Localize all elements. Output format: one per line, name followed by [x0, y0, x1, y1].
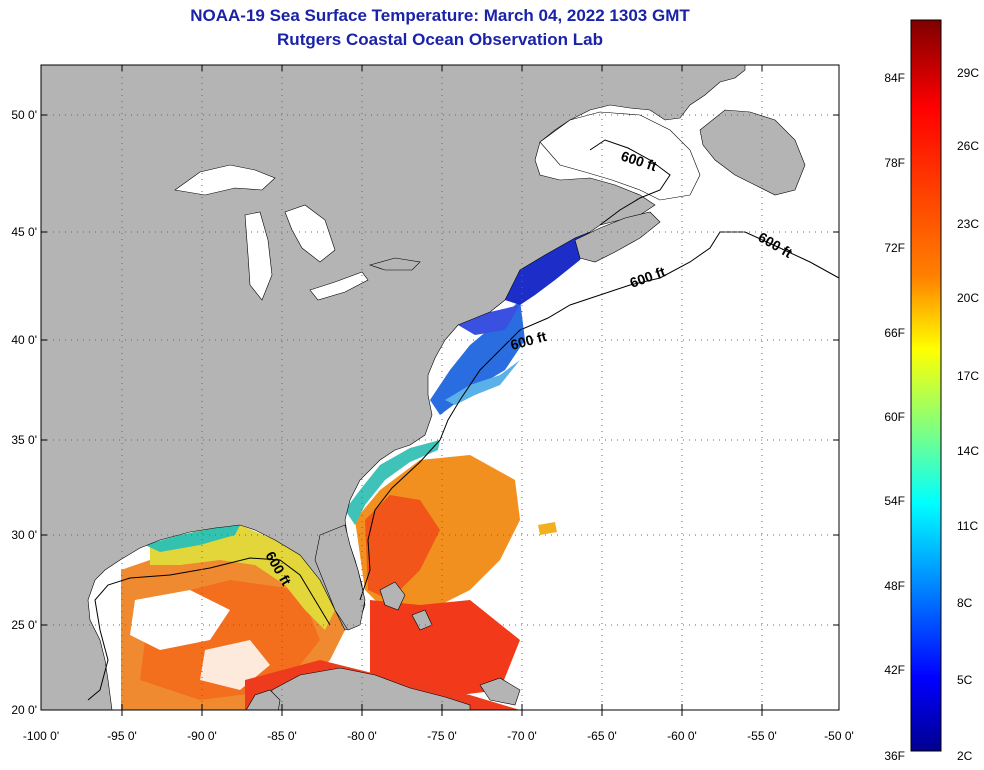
colorbar-c-2: 2C [957, 749, 973, 763]
map-layers: 600 ft 600 ft 600 ft 600 ft 600 ft [41, 65, 839, 710]
lon-label-100: -100 0' [23, 729, 59, 743]
sst-gulf-stream [365, 495, 440, 600]
sst-southeast-shelf [345, 440, 440, 525]
north-america-land [41, 65, 746, 710]
cloud-gap-gulf-2 [200, 640, 270, 690]
lon-label-95: -95 0' [107, 729, 137, 743]
colorbar-c-20: 20C [957, 291, 979, 305]
cuba-land [269, 667, 471, 710]
map-title: NOAA-19 Sea Surface Temperature: March 0… [190, 6, 690, 25]
colorbar-c-23: 23C [957, 217, 979, 231]
sst-florida-shelf [150, 525, 335, 630]
map-subtitle: Rutgers Coastal Ocean Observation Lab [277, 30, 603, 49]
lon-label-65: -65 0' [587, 729, 617, 743]
lon-label-55: -55 0' [747, 729, 777, 743]
colorbar-c-26: 26C [957, 139, 979, 153]
colorbar-c-17: 17C [957, 369, 979, 383]
lat-label-50: 50 0' [11, 108, 37, 122]
lon-label-50: -50 0' [824, 729, 854, 743]
colorbar-c-14: 14C [957, 444, 979, 458]
colorbar-c-29: 29C [957, 66, 979, 80]
depth-contour-north [589, 139, 671, 226]
lon-label-85: -85 0' [267, 729, 297, 743]
colorbar-f-36: 36F [884, 749, 905, 763]
cloud-gap-gulf [130, 590, 230, 650]
axis-ticks [41, 65, 839, 716]
lake-superior [174, 164, 276, 196]
lon-label-80: -80 0' [347, 729, 377, 743]
colorbar-c-8: 8C [957, 596, 973, 610]
sst-gulf-cold-nearshore [145, 525, 240, 552]
colorbar-f-48: 48F [884, 579, 905, 593]
temperature-colorbar: 84F 78F 72F 66F 60F 54F 48F 42F 36F 29C … [884, 19, 979, 763]
longitude-axis: -100 0' -95 0' -90 0' -85 0' -80 0' -75 … [23, 729, 854, 743]
gulf-of-st-lawrence [539, 111, 701, 201]
lat-label-40: 40 0' [11, 333, 37, 347]
lon-label-60: -60 0' [667, 729, 697, 743]
lat-label-25: 25 0' [11, 618, 37, 632]
lat-label-35: 35 0' [11, 433, 37, 447]
latitude-axis: 50 0' 45 0' 40 0' 35 0' 30 0' 25 0' 20 0… [11, 108, 37, 717]
colorbar-gradient [910, 19, 942, 752]
lake-huron [284, 204, 336, 263]
sst-atlantic-patch [538, 522, 557, 535]
lake-ontario [368, 257, 421, 271]
lake-erie [309, 271, 369, 301]
lat-label-45: 45 0' [11, 225, 37, 239]
lon-label-75: -75 0' [427, 729, 457, 743]
sst-cape-cod-shelf [458, 305, 520, 335]
depth-contour-gulf [87, 557, 331, 701]
lon-label-90: -90 0' [187, 729, 217, 743]
bahamas-land [379, 581, 406, 611]
newfoundland-land [699, 109, 806, 196]
colorbar-c-11: 11C [957, 519, 978, 533]
colorbar-f-42: 42F [884, 663, 905, 677]
colorbar-f-60: 60F [884, 410, 905, 424]
colorbar-f-54: 54F [884, 494, 905, 508]
graticule [41, 65, 839, 710]
lake-michigan [244, 211, 273, 301]
colorbar-f-72: 72F [884, 241, 905, 255]
nova-scotia-land [574, 211, 661, 263]
hispaniola-land [479, 677, 521, 706]
lon-label-70: -70 0' [507, 729, 537, 743]
depth-contour-atlantic [359, 231, 839, 601]
colorbar-f-66: 66F [884, 326, 905, 340]
lat-label-20: 20 0' [11, 703, 37, 717]
yucatan-land [245, 689, 281, 710]
sst-gulf-of-maine [505, 232, 590, 305]
colorbar-f-78: 78F [884, 156, 905, 170]
map-frame [40, 64, 840, 711]
colorbar-c-5: 5C [957, 673, 973, 687]
colorbar-f-84: 84F [884, 71, 905, 85]
lat-label-30: 30 0' [11, 528, 37, 542]
